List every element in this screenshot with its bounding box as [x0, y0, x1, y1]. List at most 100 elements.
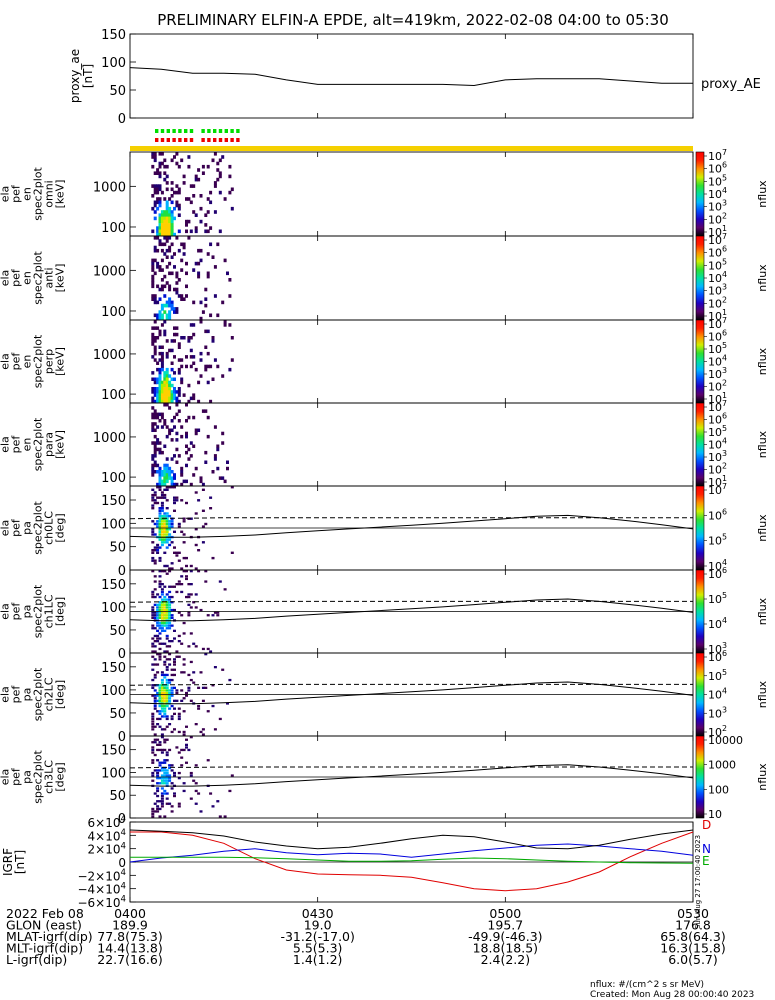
spectrogram-cell: [156, 171, 160, 175]
flag-red: [184, 138, 188, 142]
spectrogram-cell: [160, 226, 164, 230]
spectrogram-cell: [153, 216, 157, 221]
y-tick-label: 1000: [93, 431, 126, 446]
spectrogram-cell: [153, 393, 157, 397]
spectrogram-cell: [168, 399, 172, 404]
spectrogram-cell: [180, 748, 184, 752]
spectrogram-cell: [182, 393, 186, 397]
spectrogram-cell: [163, 522, 167, 526]
y-tick-label: 100: [101, 221, 126, 236]
panel-ylabel: pef: [10, 184, 23, 203]
spectrogram-cell: [173, 390, 176, 394]
spectrogram-cell: [199, 300, 203, 305]
spectrogram-cell: [153, 802, 157, 805]
spectrogram-cell: [156, 543, 160, 547]
spectrogram-cell: [165, 598, 169, 601]
spectrogram-cell: [189, 570, 193, 573]
spectrogram-cell: [199, 320, 203, 324]
spectrogram-cell: [175, 699, 179, 702]
spectrogram-cell: [185, 197, 188, 201]
spectrogram-cell: [197, 704, 201, 708]
spectrogram-cell: [153, 699, 157, 702]
spectrogram-cell: [158, 699, 162, 702]
spectrogram-cell: [151, 284, 155, 289]
spectrogram-cell: [199, 248, 203, 253]
spectrogram-cell: [156, 546, 160, 549]
spectrogram-cell: [165, 522, 169, 526]
spectrogram-cell: [153, 640, 157, 643]
spectrogram-cell: [211, 805, 215, 808]
spectrogram-cell: [158, 223, 162, 227]
spectrogram-cell: [206, 271, 210, 276]
spectrogram-cell: [158, 313, 162, 318]
spectrogram-cell: [158, 710, 162, 713]
spectrogram-cell: [160, 593, 164, 596]
spectrogram-cells: [151, 320, 234, 404]
spectrogram-cell: [160, 766, 164, 770]
spectrogram-cell: [165, 488, 169, 491]
spectrogram-cell: [187, 415, 191, 420]
spectrogram-cell: [158, 697, 162, 700]
spectrogram-cell: [192, 642, 196, 645]
spectrogram-cell: [163, 761, 167, 764]
spectrogram-cell: [160, 751, 164, 754]
spectrogram-cell: [177, 164, 181, 169]
colorbar-label: nflux: [756, 430, 769, 458]
spectrogram-cell: [156, 336, 160, 340]
spectrogram-cell: [192, 300, 196, 305]
spectrogram-cell: [165, 393, 169, 397]
spectrogram-cell: [160, 761, 164, 764]
spectrogram-cell: [223, 479, 227, 484]
spectrogram-cell: [158, 447, 162, 452]
spectrogram-cell: [156, 759, 160, 762]
spectrogram-cell: [158, 580, 162, 583]
spectrogram-cell: [156, 777, 160, 780]
spectrogram-cell: [230, 187, 234, 192]
spectrogram-cell: [185, 743, 188, 746]
spectrogram-cell: [168, 723, 172, 726]
y-tick-label: 50: [109, 789, 126, 804]
spectrogram-cell: [163, 284, 167, 289]
y-tick-label: 4×104: [88, 828, 126, 843]
colorbar-tick-label: 104: [708, 616, 727, 631]
spectrogram-cell: [156, 717, 160, 721]
spectrogram-cell: [170, 393, 174, 397]
status-flags: [130, 129, 693, 151]
spectrogram-cell: [170, 522, 174, 526]
spectrogram-cell: [156, 470, 160, 474]
spectrogram-cell: [156, 691, 160, 695]
spectrogram-cell: [185, 694, 188, 697]
spectrogram-cell: [153, 339, 157, 343]
spectrogram-cells: [151, 236, 232, 321]
spectrogram-cell: [153, 313, 157, 318]
spectrogram-cell: [226, 460, 229, 464]
spectrogram-cell: [165, 219, 169, 224]
spectrogram-cell: [173, 673, 176, 677]
spectrogram-cell: [211, 470, 215, 474]
spectrogram-cell: [160, 608, 164, 612]
spectrogram-cell: [165, 681, 169, 684]
spectrogram-cell: [173, 332, 176, 337]
spectrogram-cell: [173, 415, 176, 420]
spectrogram-cell: [158, 450, 162, 455]
spectrogram-cell: [156, 265, 160, 269]
panel-ylabel: ela: [0, 353, 12, 370]
spectrogram-cell: [160, 621, 164, 625]
spectrogram-cell: [158, 528, 162, 531]
spectrogram-cell: [185, 403, 188, 407]
spectrogram-cell: [182, 556, 186, 560]
spectrogram-cell: [218, 158, 222, 163]
spectrogram-cell: [153, 658, 157, 661]
spectrogram-cell: [213, 457, 217, 461]
spectrogram-cell: [158, 583, 162, 586]
spectrogram-cell: [163, 585, 167, 588]
spectrogram-cell: [177, 187, 181, 192]
spectrogram-cell: [153, 434, 157, 439]
panel-ylabel: ch1LC: [43, 594, 56, 628]
spectrogram-cell: [187, 748, 191, 752]
spectrogram-cell: [163, 236, 167, 240]
spectrogram-cell: [158, 387, 162, 391]
spectrogram-cell: [175, 590, 179, 594]
panel-ylabel: perp: [43, 349, 56, 374]
spectrogram-cell: [153, 493, 157, 497]
